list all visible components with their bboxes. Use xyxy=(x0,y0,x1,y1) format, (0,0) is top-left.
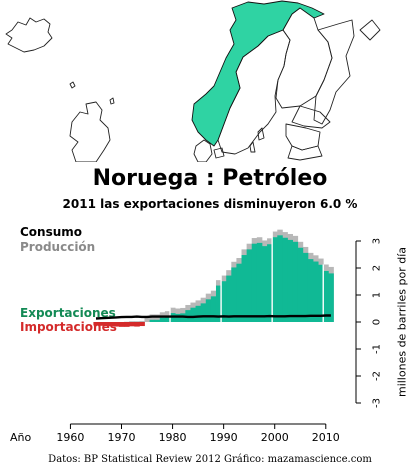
legend-importaciones: Importaciones xyxy=(20,320,117,334)
export-bar xyxy=(313,261,319,322)
export-bar xyxy=(226,275,232,322)
import-bar xyxy=(118,322,125,327)
y-tick-label: 1 xyxy=(372,292,383,298)
export-bar xyxy=(246,249,253,322)
import-bar xyxy=(129,322,135,327)
production-bar xyxy=(154,314,161,322)
y-tick-label: 0 xyxy=(372,319,383,325)
iceland-outline xyxy=(5,17,53,53)
consumption-series xyxy=(95,314,331,320)
imports-series xyxy=(93,322,145,327)
export-bar xyxy=(149,319,156,322)
export-bar xyxy=(236,263,242,322)
scotland-outline xyxy=(69,101,111,162)
export-bar xyxy=(241,255,248,322)
exports-series xyxy=(149,235,334,322)
import-bar xyxy=(103,322,110,327)
export-bar xyxy=(221,281,227,322)
export-bar xyxy=(205,299,212,322)
export-bar xyxy=(307,259,314,322)
norway-highlight xyxy=(191,0,325,147)
export-bar xyxy=(267,244,273,322)
export-bar xyxy=(215,285,222,322)
y-axis: -3 -2 -1 0 1 2 3 millones de barriles por día xyxy=(355,238,409,408)
chart-title: Noruega : Petróleo xyxy=(92,166,328,191)
x-tick-label: 2000 xyxy=(261,431,289,444)
export-bar xyxy=(190,307,196,322)
x-tick-label: 1970 xyxy=(108,431,136,444)
import-bar xyxy=(93,322,99,326)
x-tick-label: 2010 xyxy=(312,431,340,444)
x-axis-label: Año xyxy=(10,431,31,444)
decade-separators xyxy=(169,231,324,322)
export-bar xyxy=(159,317,166,322)
y-tick-label: 3 xyxy=(372,238,383,244)
export-bar xyxy=(302,252,309,322)
export-bar xyxy=(328,273,334,322)
export-bar xyxy=(261,246,268,322)
export-bar xyxy=(256,242,263,322)
export-bar xyxy=(200,303,207,322)
production-bar xyxy=(134,321,140,322)
chart-subtitle: 2011 las exportaciones disminuyeron 6.0 … xyxy=(62,197,358,211)
export-bar xyxy=(231,267,237,322)
export-bar xyxy=(323,270,329,322)
faroe-outline xyxy=(69,81,76,89)
export-bar xyxy=(195,305,202,322)
production-bar xyxy=(139,320,145,322)
production-bar xyxy=(129,321,135,322)
export-bar xyxy=(292,241,299,322)
legend-produccion: Producción xyxy=(20,240,96,254)
import-bar xyxy=(124,322,130,327)
export-bar xyxy=(297,247,304,322)
import-bar xyxy=(134,322,140,327)
import-bar xyxy=(139,322,145,327)
legend-exportaciones: Exportaciones xyxy=(20,306,116,320)
x-tick-label: 1960 xyxy=(56,431,84,444)
x-tick-label: 1990 xyxy=(210,431,238,444)
import-bar xyxy=(113,322,120,327)
export-bar xyxy=(164,316,171,322)
export-bar xyxy=(277,235,283,322)
export-bar xyxy=(318,264,324,322)
production-bar xyxy=(149,314,156,322)
export-bar xyxy=(154,319,161,322)
import-bar xyxy=(108,322,115,327)
export-bar xyxy=(287,239,293,322)
consumption-line xyxy=(95,314,331,320)
denmark-outline xyxy=(193,139,213,162)
legend-consumo: Consumo xyxy=(20,225,83,239)
export-bar xyxy=(210,296,217,322)
x-tick-label: 1980 xyxy=(159,431,187,444)
import-bar xyxy=(98,322,105,326)
export-bar xyxy=(175,313,181,322)
x-axis: 1960 1970 1980 1990 2000 2010 Año xyxy=(10,423,340,444)
y-tick-label: 2 xyxy=(372,265,383,271)
y-tick-label: -2 xyxy=(372,371,383,381)
y-axis-label: millones de barriles por día xyxy=(396,247,409,397)
y-tick-label: -3 xyxy=(372,398,383,408)
source-note: Datos: BP Statistical Review 2012 Gráfic… xyxy=(48,454,372,465)
production-bar xyxy=(144,316,150,322)
export-bar xyxy=(251,243,258,322)
scandinavia-map xyxy=(5,0,381,162)
y-tick-label: -1 xyxy=(372,344,383,354)
export-bar xyxy=(282,237,288,322)
export-bar xyxy=(272,237,278,322)
